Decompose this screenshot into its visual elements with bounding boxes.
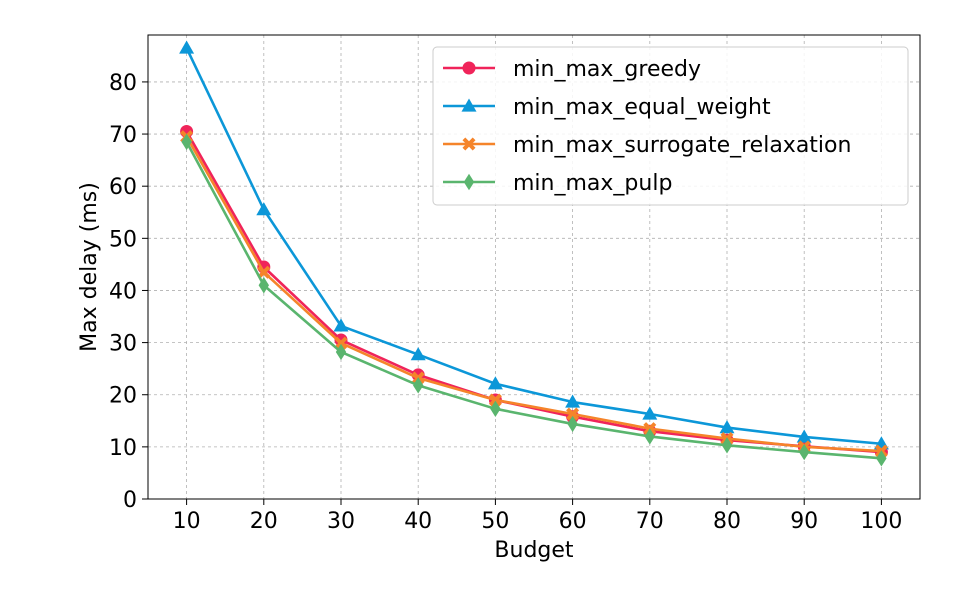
legend-item: min_max_equal_weight xyxy=(443,95,771,120)
x-tick-label: 40 xyxy=(404,509,432,534)
y-tick-label: 0 xyxy=(123,488,137,513)
y-tick-label: 40 xyxy=(109,279,137,304)
data-point xyxy=(181,133,192,151)
x-axis-title: Budget xyxy=(494,538,574,563)
legend-marker xyxy=(462,137,476,151)
y-tick-label: 30 xyxy=(109,332,137,357)
ticks: 10 20 30 40 50 60 70 80 90 100 0 10 20 30 40 50 60 70 80 xyxy=(109,71,902,534)
data-point xyxy=(487,376,503,390)
y-tick-label: 70 xyxy=(109,123,137,148)
x-tick-label: 30 xyxy=(327,509,355,534)
y-axis-title: Max delay (ms) xyxy=(77,182,102,352)
data-point xyxy=(335,343,347,361)
data-point xyxy=(642,406,658,420)
legend-marker xyxy=(463,173,475,191)
y-tick-label: 60 xyxy=(109,175,137,200)
data-point xyxy=(876,450,887,467)
x-tick-label: 50 xyxy=(481,509,509,534)
data-point xyxy=(719,420,735,434)
series-line xyxy=(185,141,882,460)
data-point xyxy=(721,437,733,454)
data-point xyxy=(488,393,502,407)
series-min_max_pulp xyxy=(181,133,887,467)
series-line xyxy=(185,47,882,446)
data-point xyxy=(334,336,348,350)
data-point xyxy=(567,415,578,433)
series-min_max_surrogate_relaxation xyxy=(180,130,888,458)
data-point xyxy=(799,443,810,461)
data-point xyxy=(566,407,580,421)
data-point xyxy=(333,318,349,332)
x-tick-label: 90 xyxy=(790,509,818,534)
y-tick-label: 20 xyxy=(109,384,137,409)
legend-item: min_max_pulp xyxy=(443,171,672,196)
legend-item: min_max_greedy xyxy=(443,57,701,82)
data-point xyxy=(257,265,271,279)
series-line xyxy=(185,136,882,453)
data-point xyxy=(179,40,195,54)
legend-marker xyxy=(462,61,476,75)
legend: min_max_greedy min_max_equal_weight min_ma… xyxy=(432,46,909,206)
series-layer xyxy=(179,40,889,467)
data-point xyxy=(410,347,426,361)
x-tick-label: 80 xyxy=(713,509,741,534)
y-tick-label: 50 xyxy=(109,227,137,252)
plot-frame xyxy=(147,34,921,500)
data-point xyxy=(796,429,812,443)
y-tick-label: 10 xyxy=(109,436,137,461)
data-point xyxy=(565,394,581,408)
legend-marker xyxy=(461,98,477,112)
x-tick-label: 100 xyxy=(860,509,902,534)
y-tick-label: 80 xyxy=(109,71,137,96)
legend-label: min_max_surrogate_relaxation xyxy=(513,133,851,158)
legend-label: min_max_pulp xyxy=(513,171,672,196)
x-tick-label: 70 xyxy=(636,509,664,534)
legend-box xyxy=(432,46,909,206)
legend-label: min_max_equal_weight xyxy=(513,95,771,120)
data-point xyxy=(490,400,501,418)
x-tick-label: 20 xyxy=(250,509,278,534)
data-point xyxy=(256,202,272,216)
x-tick-label: 60 xyxy=(559,509,587,534)
data-point xyxy=(413,377,424,394)
data-point xyxy=(258,277,269,294)
x-tick-label: 10 xyxy=(173,509,201,534)
data-point xyxy=(644,428,655,445)
legend-item: min_max_surrogate_relaxation xyxy=(443,133,851,158)
legend-label: min_max_greedy xyxy=(513,57,701,82)
